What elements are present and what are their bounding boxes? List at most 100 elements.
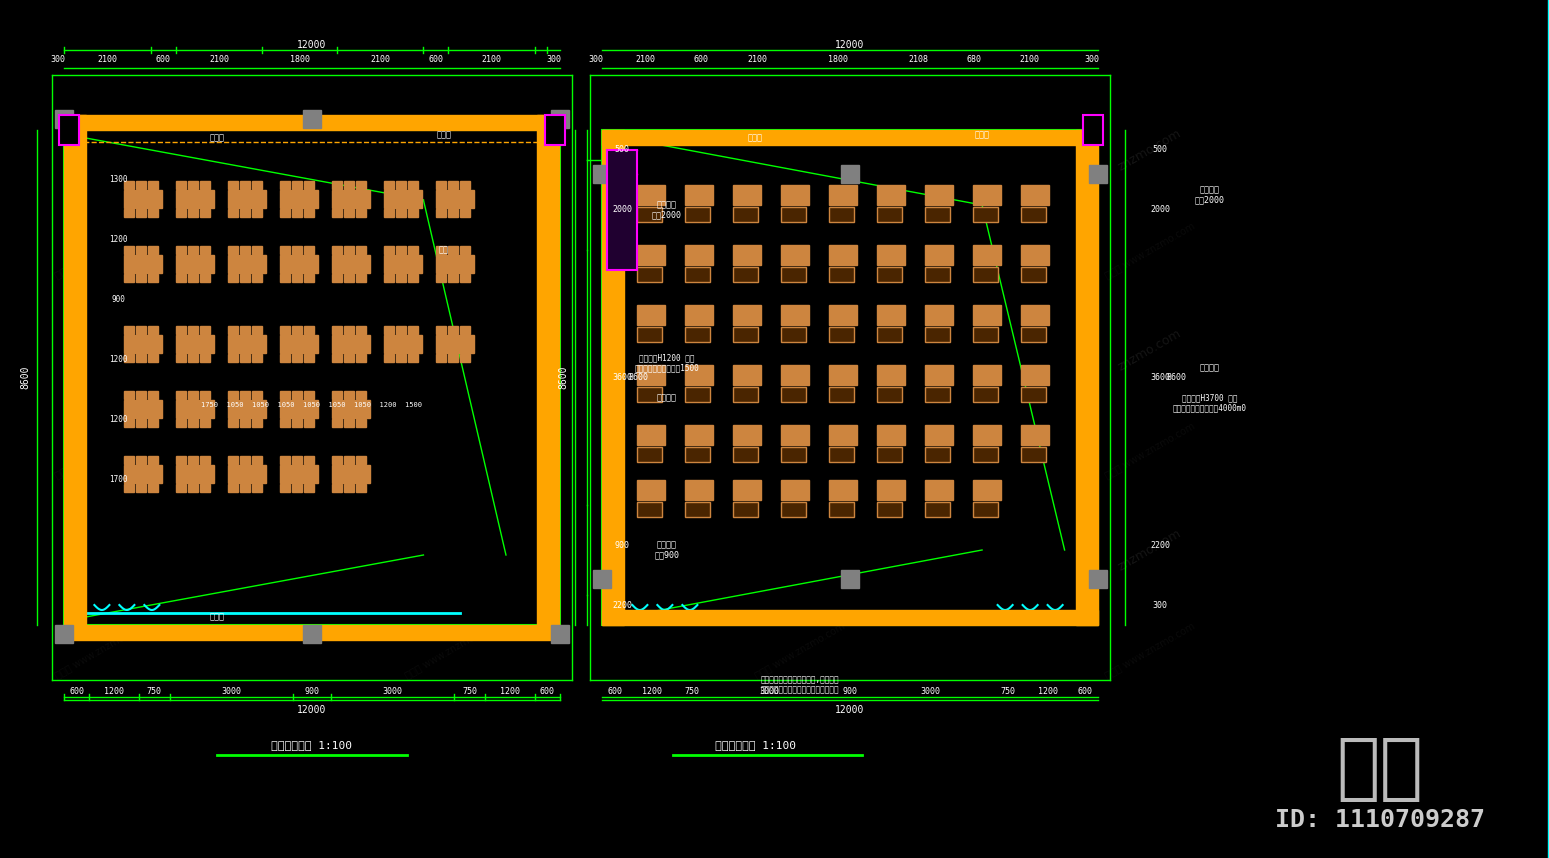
Text: 知末网 www.znzmo.com: 知末网 www.znzmo.com [753, 221, 847, 280]
Bar [733, 387, 759, 402]
Bar [925, 245, 953, 265]
Text: 2100: 2100 [747, 56, 767, 64]
Bar [545, 115, 565, 145]
Bar [228, 255, 266, 273]
Bar [56, 625, 73, 643]
Text: 1800: 1800 [827, 56, 847, 64]
Bar [409, 354, 418, 362]
Bar [331, 326, 342, 334]
Bar [177, 465, 214, 483]
Bar [733, 267, 759, 282]
Text: 900: 900 [112, 295, 125, 305]
Text: 8600: 8600 [558, 366, 568, 390]
Text: 2100: 2100 [1019, 56, 1039, 64]
Bar [841, 570, 860, 588]
Text: 12000: 12000 [297, 40, 327, 50]
Text: znzmo.com: znzmo.com [765, 327, 833, 373]
Bar [124, 209, 135, 217]
Bar [136, 484, 146, 492]
Bar [829, 447, 855, 462]
Bar [228, 246, 239, 254]
Text: 2100: 2100 [98, 56, 118, 64]
Bar [925, 447, 951, 462]
Bar [685, 387, 711, 402]
Bar [228, 456, 239, 464]
Text: 如图所示范围包括所有家具,固定柜等: 如图所示范围包括所有家具,固定柜等 [761, 675, 840, 685]
Bar [685, 365, 714, 385]
Bar [685, 327, 711, 342]
Bar [189, 391, 198, 399]
Bar [877, 447, 903, 462]
Bar [304, 625, 321, 643]
Bar [733, 245, 762, 265]
Bar [973, 502, 999, 517]
Bar [228, 274, 239, 282]
Bar [437, 335, 474, 353]
Bar [228, 391, 239, 399]
Bar [733, 185, 762, 205]
Bar [240, 209, 251, 217]
Bar [124, 391, 135, 399]
Bar [637, 387, 663, 402]
Bar [829, 267, 855, 282]
Bar [1083, 115, 1103, 145]
Bar [189, 209, 198, 217]
Bar [200, 354, 211, 362]
Text: 知末网 www.znzmo.com: 知末网 www.znzmo.com [753, 620, 847, 680]
Text: 距地2000: 距地2000 [1194, 196, 1225, 204]
Bar [460, 246, 471, 254]
Bar [384, 190, 423, 208]
Bar [973, 480, 1001, 500]
Bar [1021, 245, 1049, 265]
Bar [356, 484, 366, 492]
Bar [409, 326, 418, 334]
Text: 距地900: 距地900 [655, 551, 680, 559]
Bar [781, 327, 807, 342]
Bar [293, 456, 302, 464]
Text: 1200: 1200 [108, 415, 127, 425]
Bar [304, 354, 314, 362]
Bar [136, 391, 146, 399]
Text: 3600: 3600 [1149, 373, 1169, 382]
Text: 2100: 2100 [209, 56, 229, 64]
Bar [331, 190, 370, 208]
Bar [877, 267, 903, 282]
Text: 12000: 12000 [835, 40, 864, 50]
Bar [189, 181, 198, 189]
Bar [149, 354, 158, 362]
Bar [829, 207, 855, 222]
Bar [637, 365, 666, 385]
Bar [356, 456, 366, 464]
Bar [304, 274, 314, 282]
Bar [877, 245, 905, 265]
Bar [240, 181, 251, 189]
Bar [384, 335, 423, 353]
Bar [460, 209, 471, 217]
Bar [384, 181, 395, 189]
Text: znzmo.com: znzmo.com [417, 327, 483, 373]
Bar [603, 130, 1098, 145]
Bar [781, 305, 810, 325]
Bar [304, 246, 314, 254]
Bar [603, 130, 1098, 625]
Bar [293, 209, 302, 217]
Bar [280, 326, 290, 334]
Bar [733, 305, 762, 325]
Text: 3000: 3000 [222, 687, 242, 697]
Bar [829, 185, 858, 205]
Bar [240, 419, 251, 427]
Bar [189, 274, 198, 282]
Bar [136, 209, 146, 217]
Bar [685, 425, 714, 445]
Bar [304, 391, 314, 399]
Bar [344, 209, 355, 217]
Bar [384, 274, 395, 282]
Bar [149, 391, 158, 399]
Bar [280, 400, 318, 418]
Bar [124, 190, 163, 208]
Bar [448, 326, 459, 334]
Text: 1300: 1300 [108, 176, 127, 184]
Bar [200, 209, 211, 217]
Text: 2100: 2100 [482, 56, 502, 64]
Bar [344, 419, 355, 427]
